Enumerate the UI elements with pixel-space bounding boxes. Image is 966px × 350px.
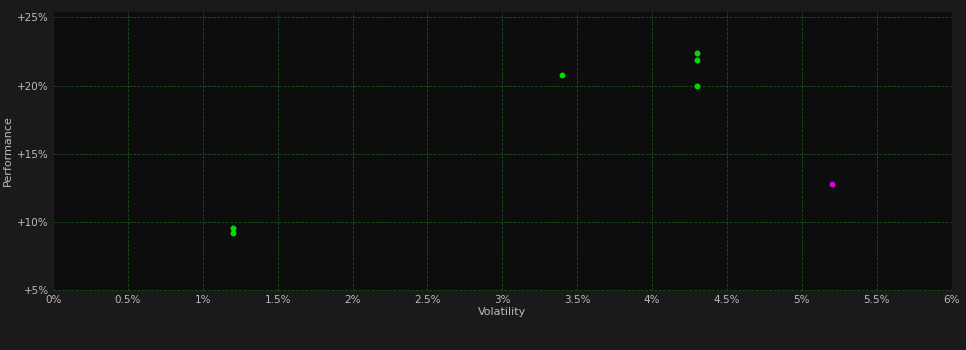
Point <box>225 225 241 230</box>
Point <box>690 50 705 56</box>
Point <box>554 72 570 77</box>
Point <box>690 83 705 89</box>
Y-axis label: Performance: Performance <box>3 115 14 186</box>
Point <box>824 181 839 187</box>
Point <box>690 57 705 62</box>
Point <box>225 230 241 236</box>
X-axis label: Volatility: Volatility <box>478 307 526 317</box>
